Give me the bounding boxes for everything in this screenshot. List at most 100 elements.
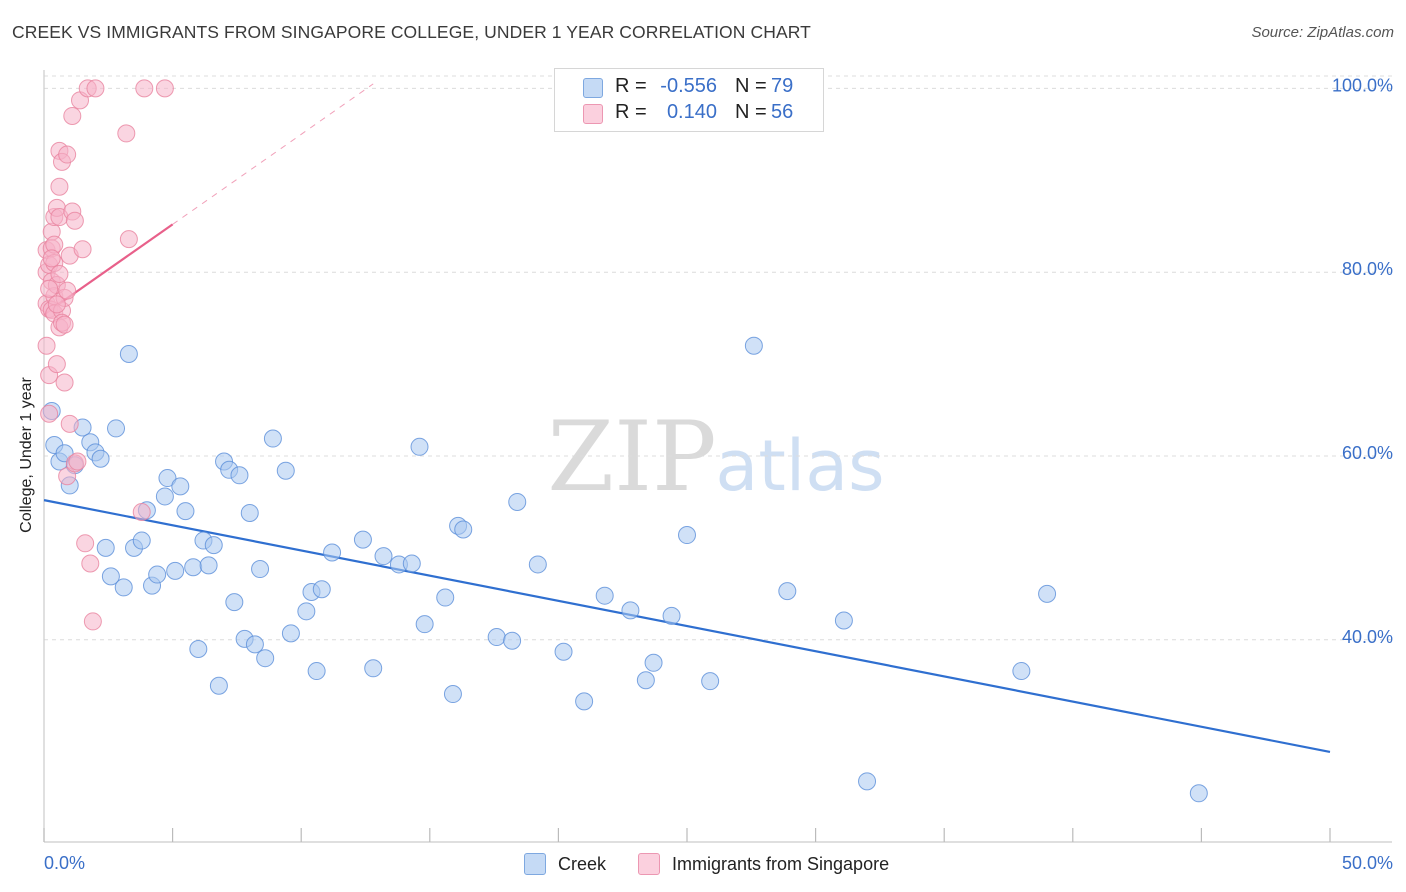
singapore-point — [58, 281, 77, 300]
creek-point — [1038, 584, 1057, 603]
creek-point — [834, 611, 853, 630]
singapore-point — [47, 295, 66, 314]
singapore-point — [65, 211, 84, 230]
axes — [43, 70, 1392, 843]
creek-point — [1012, 662, 1031, 681]
legend-label-singapore: Immigrants from Singapore — [672, 853, 890, 874]
singapore-point — [60, 414, 79, 433]
legend-item-creek[interactable]: Creek — [524, 852, 606, 876]
legend-n-value: 56 — [771, 101, 794, 123]
creek-point — [199, 556, 218, 575]
creek-point — [701, 672, 720, 691]
creek-point — [251, 560, 270, 579]
data-points — [37, 79, 1208, 803]
creek-point — [353, 530, 372, 549]
creek-point — [230, 466, 249, 485]
singapore-point — [68, 452, 87, 471]
singapore-point — [135, 79, 154, 98]
legend-r-label: R = — [615, 75, 647, 97]
grid-lines — [44, 75, 1392, 641]
creek-point — [96, 538, 115, 557]
creek-point — [114, 578, 133, 597]
creek-point — [256, 649, 275, 668]
legend-item-singapore[interactable]: Immigrants from Singapore — [638, 852, 889, 876]
legend-label-creek: Creek — [558, 853, 607, 874]
creek-point — [374, 547, 393, 566]
legend-n-label: N = — [735, 75, 767, 97]
legend-r-value: 0.140 — [666, 101, 717, 123]
creek-point — [443, 685, 462, 704]
singapore-point — [40, 404, 59, 423]
legend-swatch-singapore — [638, 853, 660, 875]
creek-point — [508, 492, 527, 511]
x-tick-label-min: 0.0% — [44, 853, 85, 873]
singapore-point — [47, 355, 66, 374]
legend-n-value: 79 — [771, 75, 794, 97]
creek-point — [595, 586, 614, 605]
singapore-point — [119, 230, 138, 249]
creek-point — [636, 671, 655, 690]
watermark-zip: ZIP — [547, 401, 716, 513]
legend-swatch-singapore — [583, 104, 603, 124]
singapore-point — [40, 279, 59, 298]
creek-point — [107, 419, 126, 438]
singapore-point — [63, 106, 82, 125]
series-legend: Creek Immigrants from Singapore — [0, 852, 1406, 876]
creek-point — [155, 487, 174, 506]
singapore-point — [50, 177, 69, 196]
creek-point — [503, 631, 522, 650]
creek-point — [166, 561, 185, 580]
singapore-point — [81, 554, 100, 573]
creek-point — [575, 692, 594, 711]
legend-r-value: -0.556 — [660, 75, 717, 97]
creek-point — [744, 336, 763, 355]
zipatlas-watermark: ZIP atlas — [547, 401, 884, 513]
tick-labels: 40.0% 60.0% 80.0% 100.0% 0.0% 50.0% — [44, 75, 1393, 873]
singapore-point — [37, 336, 56, 355]
creek-point — [148, 565, 167, 584]
creek-point — [263, 429, 282, 448]
correlation-legend: R = -0.556 N = 79 R = 0.140 N = 56 — [554, 68, 824, 132]
y-tick-label: 100.0% — [1332, 75, 1393, 95]
creek-point — [364, 659, 383, 678]
singapore-point — [83, 612, 102, 631]
creek-point — [132, 531, 151, 550]
chart-title: CREEK VS IMMIGRANTS FROM SINGAPORE COLLE… — [12, 22, 811, 42]
creek-point — [176, 502, 195, 521]
creek-point — [101, 567, 120, 586]
creek-point — [454, 520, 473, 539]
creek-point — [662, 606, 681, 625]
creek-point — [276, 461, 295, 480]
creek-point — [678, 526, 696, 545]
creek-point — [240, 503, 259, 522]
creek-point — [225, 593, 244, 612]
source-credit: Source: ZipAtlas.com — [1251, 24, 1394, 41]
creek-point — [297, 602, 316, 621]
creek-point — [410, 437, 429, 456]
y-tick-label: 60.0% — [1342, 443, 1393, 463]
creek-point — [189, 640, 208, 658]
x-tick-label-max: 50.0% — [1342, 853, 1393, 873]
singapore-point — [55, 373, 74, 392]
creek-point — [644, 653, 663, 672]
legend-n-label: N = — [735, 101, 767, 123]
creek-point — [184, 558, 203, 577]
creek-point — [436, 588, 455, 607]
watermark-atlas: atlas — [715, 425, 884, 507]
singapore-point — [55, 315, 74, 334]
singapore-point — [42, 249, 61, 268]
legend-r-label: R = — [615, 101, 647, 123]
singapore-point — [73, 240, 92, 259]
creek-trend-line — [43, 499, 1331, 754]
creek-point — [415, 615, 434, 634]
creek-point — [778, 582, 797, 601]
y-tick-label: 80.0% — [1342, 259, 1393, 279]
creek-point — [312, 580, 331, 599]
singapore-point — [155, 79, 174, 98]
creek-point — [204, 536, 223, 555]
creek-point — [171, 477, 190, 496]
creek-point — [281, 624, 300, 643]
creek-point — [1189, 784, 1208, 803]
singapore-trend-extension — [172, 83, 374, 225]
